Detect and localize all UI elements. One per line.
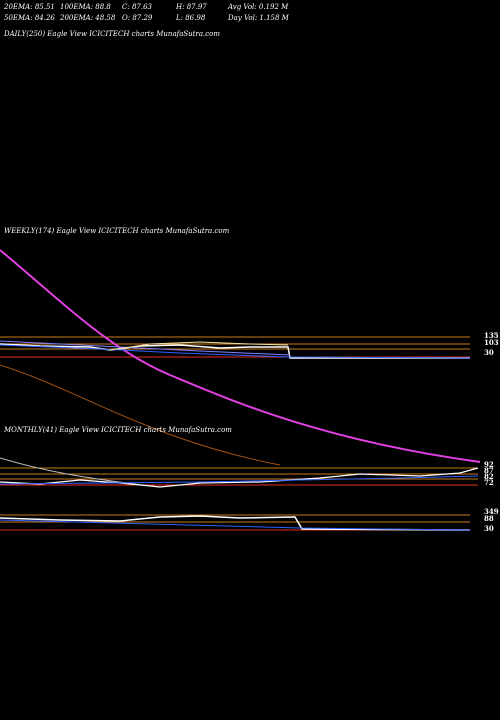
header-stat: 100EMA: 88.8 (60, 3, 111, 11)
price-label: 30 (484, 348, 494, 357)
panel-label: DAILY(250) Eagle View ICICITECH charts M… (3, 30, 220, 38)
price-label: 87 (484, 466, 494, 475)
high-line (109, 341, 289, 351)
ema-line (0, 340, 291, 356)
header-stat: C: 87.63 (122, 3, 153, 11)
price-label: 72 (484, 478, 494, 487)
monthly-lines (0, 457, 479, 488)
price-label: 135 (484, 331, 499, 340)
ema-curve (0, 364, 281, 466)
ema-line (0, 475, 479, 485)
price-label: 92 (484, 460, 494, 469)
ema-line (0, 344, 471, 359)
price-label: 30 (484, 524, 494, 533)
panel-label: MONTHLY(41) Eagle View ICICITECH charts … (3, 426, 232, 434)
price-label: 88 (484, 514, 494, 523)
header-stat: Avg Vol: 0.192 M (227, 3, 289, 11)
header-stat: Day Vol: 1.158 M (227, 14, 290, 22)
weekly-lines (0, 249, 481, 466)
price-label: 103 (484, 338, 499, 347)
ema-curve (0, 249, 481, 463)
header-stat: 50EMA: 84.26 (4, 14, 55, 22)
panel-label: WEEKLY(174) Eagle View ICICITECH charts … (4, 227, 230, 235)
header-stat: H: 87.97 (175, 3, 207, 11)
price-label: 349 (484, 507, 499, 516)
header-stat: O: 87.29 (122, 14, 153, 22)
ema-line (0, 519, 471, 531)
price-line (0, 343, 470, 359)
price-line (0, 467, 479, 488)
price-label: 82 (484, 472, 494, 481)
price-line (0, 515, 471, 531)
header-stat: 20EMA: 85.51 (3, 3, 55, 11)
header-stat: L: 86.98 (175, 14, 206, 22)
bottom-lines (0, 514, 471, 531)
header: 20EMA: 85.51 100EMA: 88.8 C: 87.63 H: 87.97… (3, 3, 290, 22)
header-stat: 200EMA: 48.58 (59, 14, 116, 22)
